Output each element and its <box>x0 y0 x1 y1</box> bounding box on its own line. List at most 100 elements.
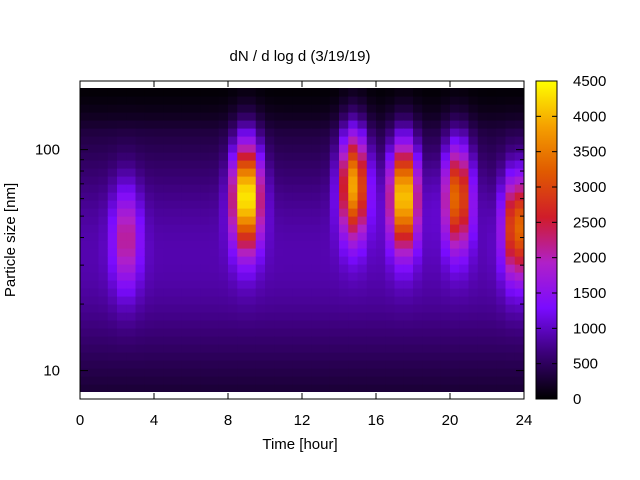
heatmap-cell <box>246 200 257 209</box>
heatmap-cell <box>413 96 423 105</box>
heatmap-cell <box>440 112 451 121</box>
heatmap-cell <box>487 176 497 185</box>
heatmap-cell <box>487 320 497 329</box>
heatmap-cell <box>348 328 359 337</box>
heatmap-cell <box>413 144 423 153</box>
heatmap-cell <box>320 168 331 177</box>
heatmap-cell <box>505 120 516 129</box>
heatmap-cell <box>477 288 488 297</box>
heatmap-cell <box>339 328 349 337</box>
heatmap-cell <box>311 216 322 225</box>
heatmap-cell <box>431 112 442 121</box>
heatmap-cell <box>339 232 349 241</box>
heatmap-cell <box>348 168 359 177</box>
heatmap-cell <box>376 104 386 113</box>
heatmap-cell <box>459 344 470 353</box>
heatmap-cell <box>450 168 460 177</box>
heatmap-cell <box>403 184 414 193</box>
heatmap-cell <box>98 240 109 249</box>
heatmap-cell <box>89 344 100 353</box>
heatmap-cell <box>98 208 109 217</box>
heatmap-cell <box>487 120 497 129</box>
heatmap-cell <box>89 256 100 265</box>
heatmap-cell <box>126 88 137 97</box>
heatmap-cell <box>98 336 109 345</box>
heatmap-cell <box>394 224 405 233</box>
heatmap-cell <box>496 144 507 153</box>
heatmap-cell <box>154 96 164 105</box>
heatmap-cell <box>413 136 423 145</box>
heatmap-cell <box>218 216 229 225</box>
heatmap-cell <box>366 152 377 161</box>
heatmap-cell <box>477 120 488 129</box>
heatmap-cell <box>477 128 488 137</box>
heatmap-cell <box>514 312 524 321</box>
heatmap-cell <box>209 120 220 129</box>
heatmap-cell <box>172 224 183 233</box>
heatmap-cell <box>292 296 303 305</box>
heatmap-cell <box>255 224 266 233</box>
heatmap-cell <box>376 280 386 289</box>
heatmap-cell <box>514 184 524 193</box>
heatmap-cell <box>265 304 275 313</box>
heatmap-cell <box>366 296 377 305</box>
heatmap-cell <box>107 104 118 113</box>
heatmap-cell <box>440 272 451 281</box>
heatmap-cell <box>468 288 479 297</box>
heatmap-cell <box>477 88 488 97</box>
heatmap-cell <box>181 376 192 385</box>
heatmap-cell <box>320 280 331 289</box>
heatmap-cell <box>496 152 507 161</box>
heatmap-cell <box>209 104 220 113</box>
heatmap-cell <box>191 200 201 209</box>
heatmap-cell <box>255 104 266 113</box>
heatmap-cell <box>514 88 524 97</box>
colorbar-tick-label: 2500 <box>573 214 606 231</box>
heatmap-cell <box>348 152 359 161</box>
heatmap-cell <box>144 240 155 249</box>
heatmap-cell <box>246 88 257 97</box>
heatmap-cell <box>144 144 155 153</box>
heatmap-cell <box>218 240 229 249</box>
heatmap-cell <box>366 184 377 193</box>
heatmap-cell <box>283 136 294 145</box>
heatmap-cell <box>163 344 174 353</box>
heatmap-cell <box>237 152 248 161</box>
heatmap-cell <box>357 192 368 201</box>
heatmap-cell <box>135 360 146 369</box>
heatmap-cell <box>274 296 285 305</box>
heatmap-cell <box>117 176 127 185</box>
heatmap-cell <box>413 248 423 257</box>
heatmap-cell <box>154 232 164 241</box>
heatmap-cell <box>172 328 183 337</box>
heatmap-cell <box>144 104 155 113</box>
colorbar-tick-label: 4000 <box>573 108 606 125</box>
heatmap-cell <box>80 296 90 305</box>
heatmap-cell <box>468 264 479 273</box>
heatmap-cell <box>459 240 470 249</box>
heatmap-cell <box>339 288 349 297</box>
x-tick-label: 16 <box>368 412 385 429</box>
heatmap-cell <box>181 304 192 313</box>
heatmap-cell <box>181 104 192 113</box>
heatmap-cell <box>265 104 275 113</box>
heatmap-cell <box>200 248 211 257</box>
heatmap-cell <box>459 288 470 297</box>
heatmap-cell <box>126 208 137 217</box>
heatmap-cell <box>366 384 377 392</box>
heatmap-cell <box>228 184 238 193</box>
heatmap-cell <box>98 296 109 305</box>
heatmap-cell <box>135 376 146 385</box>
heatmap-cell <box>320 264 331 273</box>
heatmap-cell <box>403 160 414 169</box>
heatmap-cell <box>255 384 266 392</box>
heatmap-cell <box>117 320 127 329</box>
heatmap-cell <box>228 280 238 289</box>
heatmap-cell <box>154 288 164 297</box>
heatmap-cell <box>144 168 155 177</box>
heatmap-cell <box>357 112 368 121</box>
heatmap-cell <box>440 360 451 369</box>
heatmap-cell <box>163 336 174 345</box>
heatmap-cell <box>135 128 146 137</box>
heatmap-cell <box>283 296 294 305</box>
